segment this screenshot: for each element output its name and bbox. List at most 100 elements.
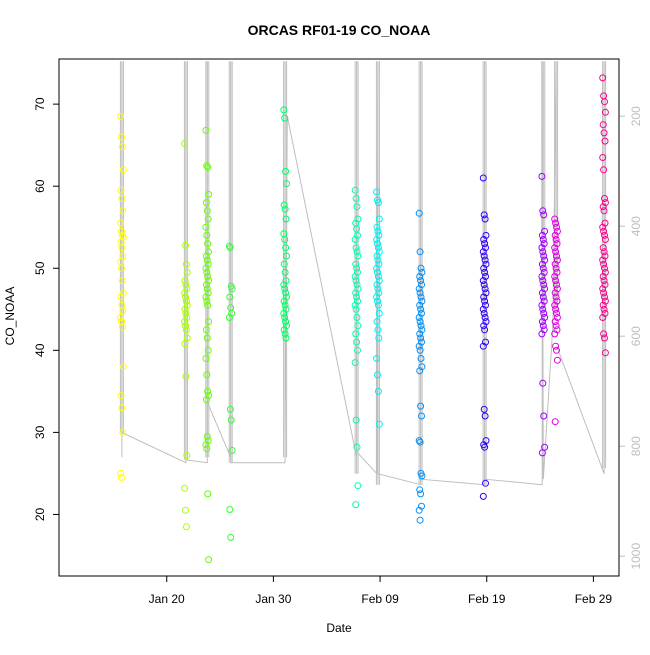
y2-tick-label: 600	[629, 326, 643, 346]
data-point	[202, 326, 210, 334]
data-point	[599, 74, 607, 82]
data-point	[182, 297, 190, 305]
data-point	[538, 449, 546, 457]
data-point	[600, 305, 608, 313]
data-point	[374, 326, 382, 334]
data-point	[204, 387, 212, 395]
data-point	[117, 314, 125, 321]
data-point	[539, 248, 547, 256]
data-point	[181, 277, 189, 285]
data-point	[552, 293, 560, 301]
data-point	[282, 167, 290, 175]
data-point	[416, 346, 424, 354]
data-point	[282, 334, 290, 342]
data-point	[479, 342, 487, 350]
chart-title: ORCAS RF01-19 CO_NOAA	[248, 22, 431, 38]
data-point	[416, 289, 424, 297]
data-point	[553, 268, 561, 276]
data-point	[416, 516, 424, 524]
data-point	[416, 367, 424, 375]
data-point	[181, 340, 189, 348]
data-point	[117, 186, 125, 194]
data-point	[551, 231, 559, 239]
data-point	[204, 437, 212, 445]
data-point	[551, 273, 559, 280]
data-point	[417, 305, 425, 313]
data-point	[481, 443, 489, 451]
data-point	[551, 330, 559, 338]
data-point	[281, 301, 289, 309]
data-point	[183, 451, 191, 459]
data-point	[482, 273, 489, 280]
data-point	[375, 231, 383, 239]
data-point	[205, 318, 213, 326]
data-point	[373, 264, 381, 272]
data-point	[354, 297, 361, 305]
data-point	[202, 252, 210, 260]
data-point	[226, 506, 234, 513]
data-point	[202, 223, 210, 231]
data-point	[181, 289, 189, 297]
data-point	[601, 281, 609, 289]
data-point	[352, 305, 360, 313]
data-point	[482, 338, 489, 346]
data-point	[552, 236, 560, 243]
data-point	[204, 163, 212, 171]
data-point	[226, 244, 234, 252]
data-point	[281, 114, 289, 122]
data-point	[118, 474, 125, 481]
data-point	[417, 334, 425, 342]
data-point	[540, 252, 548, 260]
data-point	[202, 441, 210, 449]
data-point	[375, 420, 383, 428]
altitude-trace	[185, 61, 232, 464]
data-point	[539, 207, 547, 215]
data-point	[203, 268, 211, 276]
data-point	[351, 273, 359, 280]
data-point	[553, 227, 561, 235]
y-tick-label: 70	[33, 97, 47, 111]
data-point	[283, 322, 290, 330]
data-point	[282, 318, 290, 326]
data-point	[480, 322, 488, 330]
data-point	[373, 318, 381, 326]
data-point	[415, 285, 423, 293]
data-point	[281, 236, 289, 243]
data-point	[375, 309, 383, 317]
data-point	[374, 244, 382, 252]
data-point	[283, 252, 290, 260]
data-point	[601, 108, 609, 116]
data-point	[599, 154, 607, 161]
data-point	[481, 412, 489, 420]
data-point	[228, 446, 236, 454]
data-point	[553, 297, 561, 305]
data-point	[480, 252, 488, 260]
data-point	[552, 219, 560, 227]
data-point	[351, 236, 359, 243]
data-point	[183, 268, 191, 276]
data-point	[202, 199, 210, 207]
data-point	[541, 314, 549, 321]
y-tick-label: 60	[33, 179, 47, 193]
data-point	[551, 244, 559, 252]
data-point	[601, 293, 608, 301]
data-point	[374, 256, 382, 264]
x-tick-label: Feb 19	[468, 592, 506, 606]
data-point	[480, 309, 488, 317]
data-point	[540, 309, 548, 317]
data-point	[282, 289, 290, 297]
data-point	[479, 248, 487, 256]
data-point	[417, 277, 425, 285]
data-point	[374, 387, 382, 395]
data-point	[552, 305, 560, 313]
data-point	[203, 256, 211, 264]
data-point	[539, 236, 547, 243]
data-point	[481, 268, 489, 276]
data-point	[181, 140, 189, 147]
data-point	[181, 318, 189, 326]
data-point	[203, 371, 211, 379]
data-point	[280, 201, 288, 209]
data-point	[416, 318, 424, 326]
data-point	[417, 322, 425, 330]
data-point	[417, 402, 425, 410]
